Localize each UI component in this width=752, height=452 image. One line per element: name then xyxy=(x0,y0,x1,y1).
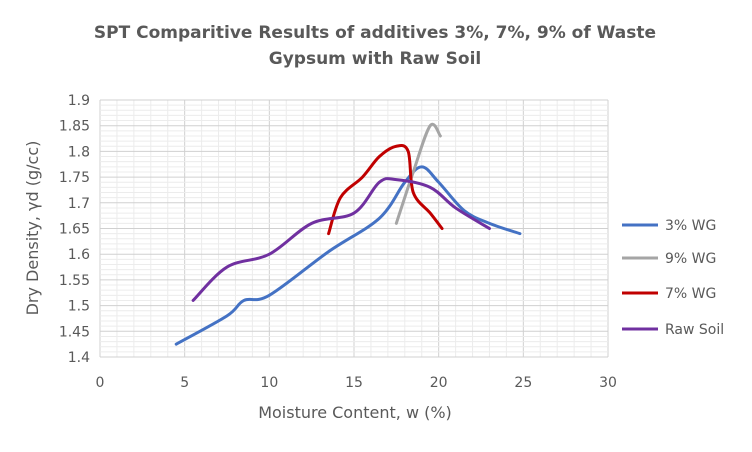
x-tick-label: 10 xyxy=(260,375,278,391)
x-tick-labels: 0 5 10 15 20 25 30 xyxy=(96,375,617,391)
y-axis-title: Dry Density, γd (g/cc) xyxy=(23,141,42,316)
x-tick-label: 20 xyxy=(430,375,448,391)
y-tick-label: 1.55 xyxy=(59,273,90,289)
x-tick-label: 0 xyxy=(96,375,105,391)
y-tick-label: 1.85 xyxy=(59,119,90,135)
legend-label-9-wg: 9% WG xyxy=(665,251,716,267)
x-axis-title: Moisture Content, w (%) xyxy=(258,403,452,422)
legend-label-3-wg: 3% WG xyxy=(665,218,716,234)
series-line-7-wg xyxy=(327,143,444,236)
y-tick-label: 1.75 xyxy=(59,170,90,186)
x-tick-label: 25 xyxy=(514,375,532,391)
series-line-raw-soil xyxy=(191,177,491,302)
legend: 3% WG 9% WG 7% WG Raw Soil xyxy=(622,218,724,338)
x-tick-label: 15 xyxy=(345,375,363,391)
legend-label-raw-soil: Raw Soil xyxy=(665,322,724,338)
grid xyxy=(99,99,609,358)
series-lines xyxy=(174,122,522,346)
y-tick-label: 1.5 xyxy=(68,299,90,315)
y-tick-label: 1.8 xyxy=(68,144,90,160)
chart-title-line-1: SPT Comparitive Results of additives 3%,… xyxy=(94,23,656,43)
y-tick-label: 1.45 xyxy=(59,324,90,340)
y-tick-labels: 1.4 1.45 1.5 1.55 1.6 1.65 1.7 1.75 1.8 1.85 1.9 xyxy=(59,93,90,366)
series-line-3-wg xyxy=(174,165,522,346)
y-tick-label: 1.4 xyxy=(68,350,90,366)
y-tick-label: 1.7 xyxy=(68,196,90,212)
y-tick-label: 1.9 xyxy=(68,93,90,109)
chart-title-line-2: Gypsum with Raw Soil xyxy=(269,49,482,69)
x-tick-label: 30 xyxy=(599,375,617,391)
series-line-9-wg xyxy=(394,122,442,225)
legend-label-7-wg: 7% WG xyxy=(665,286,716,302)
x-tick-label: 5 xyxy=(180,375,189,391)
y-tick-label: 1.6 xyxy=(68,247,90,263)
y-tick-label: 1.65 xyxy=(59,222,90,238)
